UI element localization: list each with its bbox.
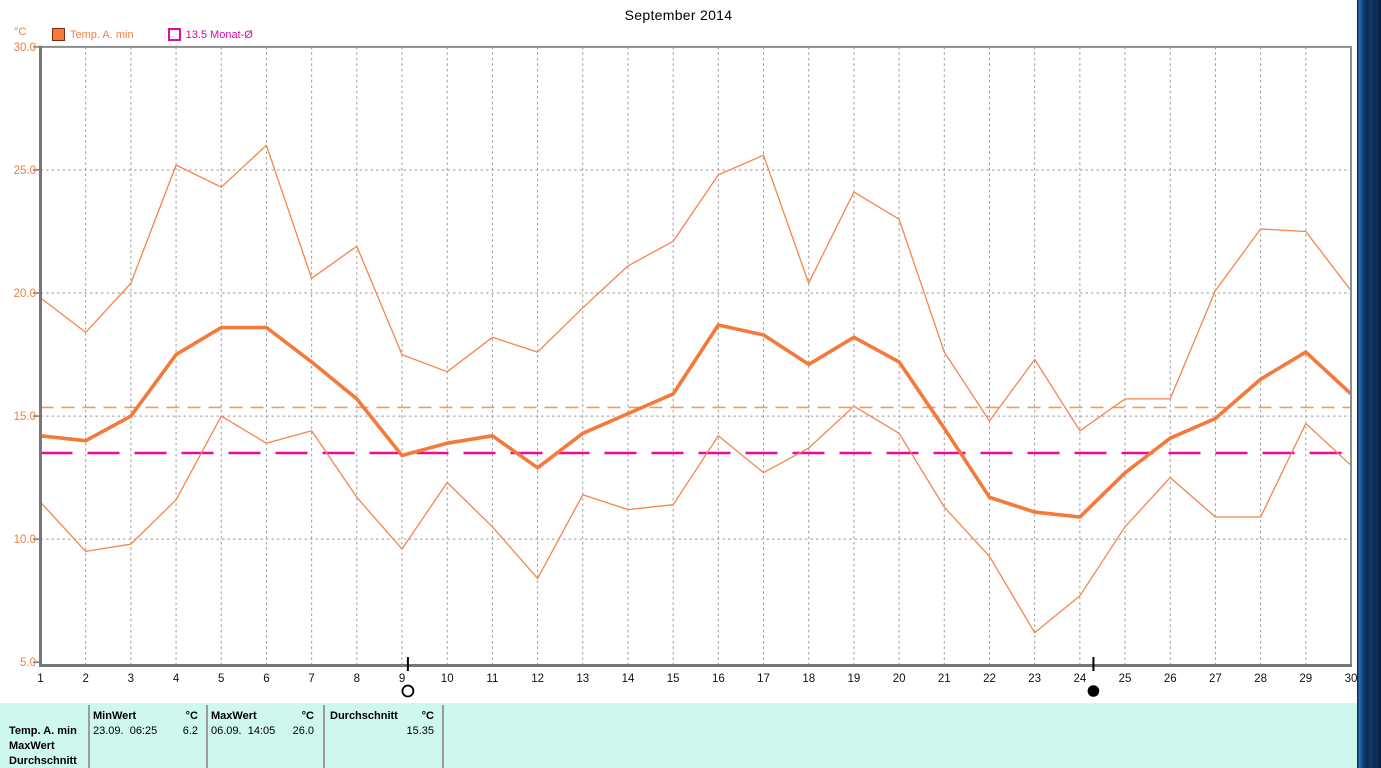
table-cell-datetime: 06.09. 14:05 [211, 725, 276, 737]
x-tick-label: 3 [128, 673, 134, 685]
table-header-label: MinWert [93, 710, 137, 722]
x-tick-label: 11 [486, 673, 498, 685]
table-cell-value: 15.35 [406, 725, 434, 737]
table-separator [206, 705, 208, 768]
table-header-cell: Durchschnitt °C [330, 710, 434, 723]
table-header-unit: °C [185, 710, 198, 722]
x-tick-label: 5 [218, 673, 224, 685]
x-tick-label: 21 [938, 673, 951, 685]
window-edge-strip [1357, 0, 1381, 768]
legend: Temp. A. min 13.5 Monat-Ø [52, 28, 253, 41]
temperature-line-chart: 30.025.020.015.010.05.01 2 3 4 5 6 7 8 9 10 11 12 13… [14, 42, 1357, 698]
y-axis-unit: °C [14, 26, 27, 38]
x-tick-label: 4 [173, 673, 180, 685]
x-tick-label: 26 [1164, 673, 1177, 685]
table-separator [442, 705, 444, 768]
x-tick-label: 29 [1299, 673, 1312, 685]
x-tick-label: 9 [399, 673, 405, 685]
x-tick-label: 23 [1028, 673, 1041, 685]
x-tick-label: 14 [622, 673, 635, 685]
x-tick-label: 17 [757, 673, 770, 685]
table-header-cell: MinWert °C [93, 710, 198, 723]
table-header-cell: MaxWert °C [211, 710, 314, 723]
legend-swatch-temp-icon [52, 28, 65, 41]
table-cell-value: 26.0 [292, 725, 314, 737]
y-tick-label: 15.0 [14, 411, 36, 423]
legend-swatch-monthavg-icon [167, 28, 181, 41]
x-tick-label: 25 [1119, 673, 1132, 685]
legend-label-monthavg: 13.5 Monat-Ø [185, 28, 253, 41]
series-daily-min [40, 405, 1352, 634]
y-tick-label: 5.0 [20, 657, 36, 669]
table-separator [88, 705, 90, 768]
table-cell-datetime: 23.09. 06:25 [93, 725, 158, 737]
x-tick-label: 8 [354, 673, 360, 685]
x-tick-label: 13 [576, 673, 589, 685]
chart-title: September 2014 [624, 7, 733, 23]
table-rowlabel-durchschnitt: Durchschnitt [9, 755, 77, 767]
full-moon-icon [401, 684, 415, 698]
x-tick-label: 7 [308, 673, 314, 685]
x-tick-label: 22 [983, 673, 996, 685]
x-tick-label: 2 [82, 673, 88, 685]
x-tick-label: 20 [893, 673, 906, 685]
x-tick-label: 1 [37, 673, 43, 685]
table-header-unit: °C [301, 710, 314, 722]
new-moon-icon [1087, 685, 1100, 697]
table-header-unit: °C [421, 710, 434, 722]
statistics-table: MinWert °C MaxWert °C Durchschnitt °C Temp. A.… [0, 703, 1371, 768]
y-tick-label: 30.0 [14, 42, 36, 54]
x-tick-label: 12 [531, 673, 544, 685]
legend-label-temp: Temp. A. min [70, 28, 134, 41]
y-tick-label: 25.0 [14, 165, 36, 177]
x-tick-label: 28 [1254, 673, 1267, 685]
x-tick-label: 24 [1073, 673, 1086, 685]
table-header-label: MaxWert [211, 710, 257, 722]
x-tick-label: 6 [263, 673, 269, 685]
x-tick-label: 30 [1345, 673, 1357, 685]
table-header-label: Durchschnitt [330, 710, 398, 722]
table-rowlabel-maxwert: MaxWert [9, 740, 55, 752]
series-daily-max [40, 144, 1352, 432]
series-daily-mean [40, 323, 1353, 519]
x-tick-label: 18 [802, 673, 815, 685]
table-cell-value: 6.2 [182, 725, 198, 737]
x-tick-label: 27 [1209, 673, 1222, 685]
table-rowlabel-temp-a-min: Temp. A. min [9, 725, 77, 737]
y-tick-label: 20.0 [14, 288, 36, 300]
table-separator [323, 705, 325, 768]
x-tick-label: 16 [712, 673, 725, 685]
x-tick-label: 10 [441, 673, 454, 685]
x-tick-label: 19 [848, 673, 861, 685]
y-tick-label: 10.0 [14, 534, 36, 546]
x-tick-label: 15 [667, 673, 680, 685]
